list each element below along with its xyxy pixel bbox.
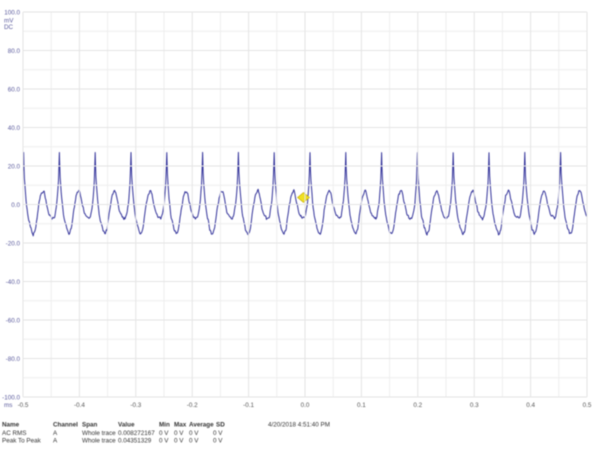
svg-text:AC RMS: AC RMS xyxy=(2,430,27,437)
svg-text:-100.0: -100.0 xyxy=(2,395,20,402)
svg-text:0 V: 0 V xyxy=(189,430,199,437)
svg-text:0.4: 0.4 xyxy=(526,402,535,409)
svg-text:ms: ms xyxy=(4,402,12,409)
svg-text:-20.0: -20.0 xyxy=(6,241,21,248)
svg-text:-80.0: -80.0 xyxy=(6,356,21,363)
svg-text:Max: Max xyxy=(174,422,187,429)
svg-text:0 V: 0 V xyxy=(174,438,184,445)
svg-text:0 V: 0 V xyxy=(189,438,199,445)
svg-text:Channel: Channel xyxy=(53,422,78,429)
svg-text:-40.0: -40.0 xyxy=(6,279,21,286)
svg-text:-0.5: -0.5 xyxy=(18,402,29,409)
svg-text:20.0: 20.0 xyxy=(8,164,21,171)
svg-text:-0.3: -0.3 xyxy=(130,402,141,409)
svg-text:-0.2: -0.2 xyxy=(187,402,198,409)
svg-text:Whole trace: Whole trace xyxy=(82,430,116,437)
svg-text:0.0: 0.0 xyxy=(11,202,20,209)
svg-text:0 V: 0 V xyxy=(213,430,223,437)
svg-text:DC: DC xyxy=(4,24,14,31)
svg-text:A: A xyxy=(53,438,58,445)
svg-text:-60.0: -60.0 xyxy=(6,318,21,325)
svg-text:SD: SD xyxy=(216,422,225,429)
svg-text:0.008272167: 0.008272167 xyxy=(118,430,155,437)
svg-text:0 V: 0 V xyxy=(213,438,223,445)
svg-text:0 V: 0 V xyxy=(159,438,169,445)
svg-text:-0.4: -0.4 xyxy=(74,402,85,409)
svg-text:A: A xyxy=(53,430,58,437)
svg-text:100.0: 100.0 xyxy=(4,10,20,17)
svg-text:0 V: 0 V xyxy=(174,430,184,437)
svg-text:0.0: 0.0 xyxy=(301,402,310,409)
svg-text:Whole trace: Whole trace xyxy=(82,438,116,445)
svg-text:0.3: 0.3 xyxy=(470,402,479,409)
svg-text:0.04351329: 0.04351329 xyxy=(118,438,152,445)
svg-text:60.0: 60.0 xyxy=(8,87,21,94)
svg-text:Value: Value xyxy=(118,422,135,429)
svg-text:-0.1: -0.1 xyxy=(243,402,254,409)
svg-text:Peak To Peak: Peak To Peak xyxy=(2,438,42,445)
svg-text:80.0: 80.0 xyxy=(8,48,21,55)
svg-text:4/20/2018 4:51:40 PM: 4/20/2018 4:51:40 PM xyxy=(268,422,330,429)
svg-text:0.5: 0.5 xyxy=(583,402,592,409)
svg-text:Name: Name xyxy=(2,422,20,429)
svg-text:0.1: 0.1 xyxy=(357,402,366,409)
svg-text:0 V: 0 V xyxy=(159,430,169,437)
svg-text:0.2: 0.2 xyxy=(413,402,422,409)
svg-text:40.0: 40.0 xyxy=(8,125,21,132)
svg-text:Span: Span xyxy=(82,422,98,429)
svg-text:Average: Average xyxy=(189,422,214,429)
svg-text:Min: Min xyxy=(159,422,170,429)
